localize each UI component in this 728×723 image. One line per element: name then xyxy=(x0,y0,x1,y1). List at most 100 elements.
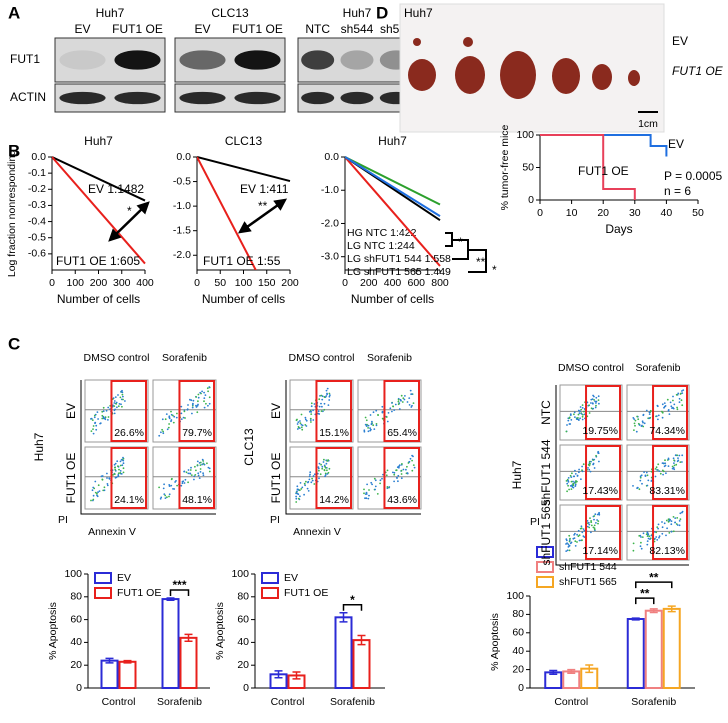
event-dot xyxy=(580,408,583,411)
event-dot xyxy=(175,416,178,419)
chart-title: Huh7 xyxy=(84,134,113,148)
panel-label: D xyxy=(376,3,388,22)
event-dot xyxy=(196,460,199,463)
event-dot xyxy=(303,493,305,496)
event-dot xyxy=(655,531,658,534)
x-tick-label: 200 xyxy=(90,277,108,289)
y-tick-label: 40 xyxy=(512,645,524,657)
series-line xyxy=(52,156,146,202)
event-dot xyxy=(116,406,118,409)
event-dot xyxy=(569,537,571,540)
event-dot xyxy=(574,473,577,475)
event-dot xyxy=(196,411,199,414)
event-dot xyxy=(296,428,299,430)
event-dot xyxy=(413,466,416,469)
panel-label: B xyxy=(8,141,20,160)
event-dot xyxy=(181,482,184,485)
event-dot xyxy=(318,477,320,480)
percentage: 83.31% xyxy=(649,485,685,497)
event-dot xyxy=(596,519,598,521)
event-dot xyxy=(672,530,675,533)
gate xyxy=(585,505,621,560)
error-bar xyxy=(123,659,132,664)
annotation: ** xyxy=(640,586,650,600)
y-tick-label: 0.0 xyxy=(31,151,46,163)
x-tick-label: 200 xyxy=(360,277,378,289)
y-tick-label: -2.0 xyxy=(321,217,339,229)
event-dot xyxy=(594,400,596,403)
event-dot xyxy=(168,417,171,420)
event-dot xyxy=(581,465,583,468)
bar xyxy=(100,659,119,690)
event-dot xyxy=(590,520,592,522)
series-label: LG shFUT1 544 1:558 xyxy=(347,253,451,265)
event-dot xyxy=(655,466,658,469)
chart: 0 20 40 60 80 100 % Apoptosis Control Sorafenib E… xyxy=(214,568,385,708)
event-dot xyxy=(636,487,638,490)
row-label: ACTIN xyxy=(10,90,46,104)
event-dot xyxy=(310,411,313,413)
flow-plot xyxy=(559,444,623,501)
event-dot xyxy=(664,459,666,462)
event-dot xyxy=(641,482,643,485)
event-dot xyxy=(681,510,684,513)
event-dot xyxy=(655,415,658,417)
y-tick-label: 0 xyxy=(528,194,534,206)
event-dot xyxy=(680,399,683,402)
event-dot xyxy=(106,472,108,475)
event-dot xyxy=(577,529,580,532)
event-dot xyxy=(187,472,190,475)
event-dot xyxy=(365,491,368,494)
row-label: EV xyxy=(672,34,688,48)
y-tick-label: 40 xyxy=(70,636,82,648)
event-dot xyxy=(367,497,370,500)
series-label: FUT1 OE xyxy=(578,164,629,178)
event-dot xyxy=(190,399,193,402)
x-tick-label: Control xyxy=(271,696,305,708)
event-dot xyxy=(325,462,328,465)
error-bar xyxy=(357,634,366,646)
event-dot xyxy=(586,525,589,528)
event-dot xyxy=(170,410,172,413)
tumor xyxy=(463,37,473,47)
event-dot xyxy=(664,462,667,465)
event-dot xyxy=(402,468,405,471)
y-tick-label: 40 xyxy=(237,636,249,648)
event-dot xyxy=(580,478,582,481)
event-dot xyxy=(324,474,327,476)
event-dot xyxy=(578,468,580,471)
event-dot xyxy=(171,477,173,480)
event-dot xyxy=(113,473,116,475)
event-dot xyxy=(90,430,93,432)
event-dot xyxy=(363,488,365,491)
percentage: 74.34% xyxy=(649,425,685,437)
y-tick-label: 0.0 xyxy=(176,151,191,163)
event-dot xyxy=(172,414,174,417)
event-dot xyxy=(386,469,389,472)
event-dot xyxy=(674,517,677,519)
event-dot xyxy=(672,399,674,402)
series-line xyxy=(540,134,668,157)
event-dot xyxy=(673,459,675,462)
event-dot xyxy=(114,462,117,465)
band xyxy=(340,91,374,105)
x-tick-label: 600 xyxy=(407,277,425,289)
event-dot xyxy=(412,402,415,404)
series-line xyxy=(52,156,146,265)
event-dot xyxy=(323,469,326,472)
event-dot xyxy=(119,460,122,463)
row-label: shFUT1 544 xyxy=(539,439,553,505)
series-label: FUT1 OE 1:55 xyxy=(203,254,281,268)
percentage: 19.75% xyxy=(582,425,618,437)
event-dot xyxy=(677,457,679,459)
event-dot xyxy=(191,406,194,409)
event-dot xyxy=(323,464,326,467)
event-dot xyxy=(175,480,177,482)
event-dot xyxy=(328,467,331,470)
event-dot xyxy=(411,469,414,472)
event-dot xyxy=(99,422,101,425)
event-dot xyxy=(678,524,681,527)
y-tick-label: 60 xyxy=(237,613,249,625)
event-dot xyxy=(578,471,580,474)
